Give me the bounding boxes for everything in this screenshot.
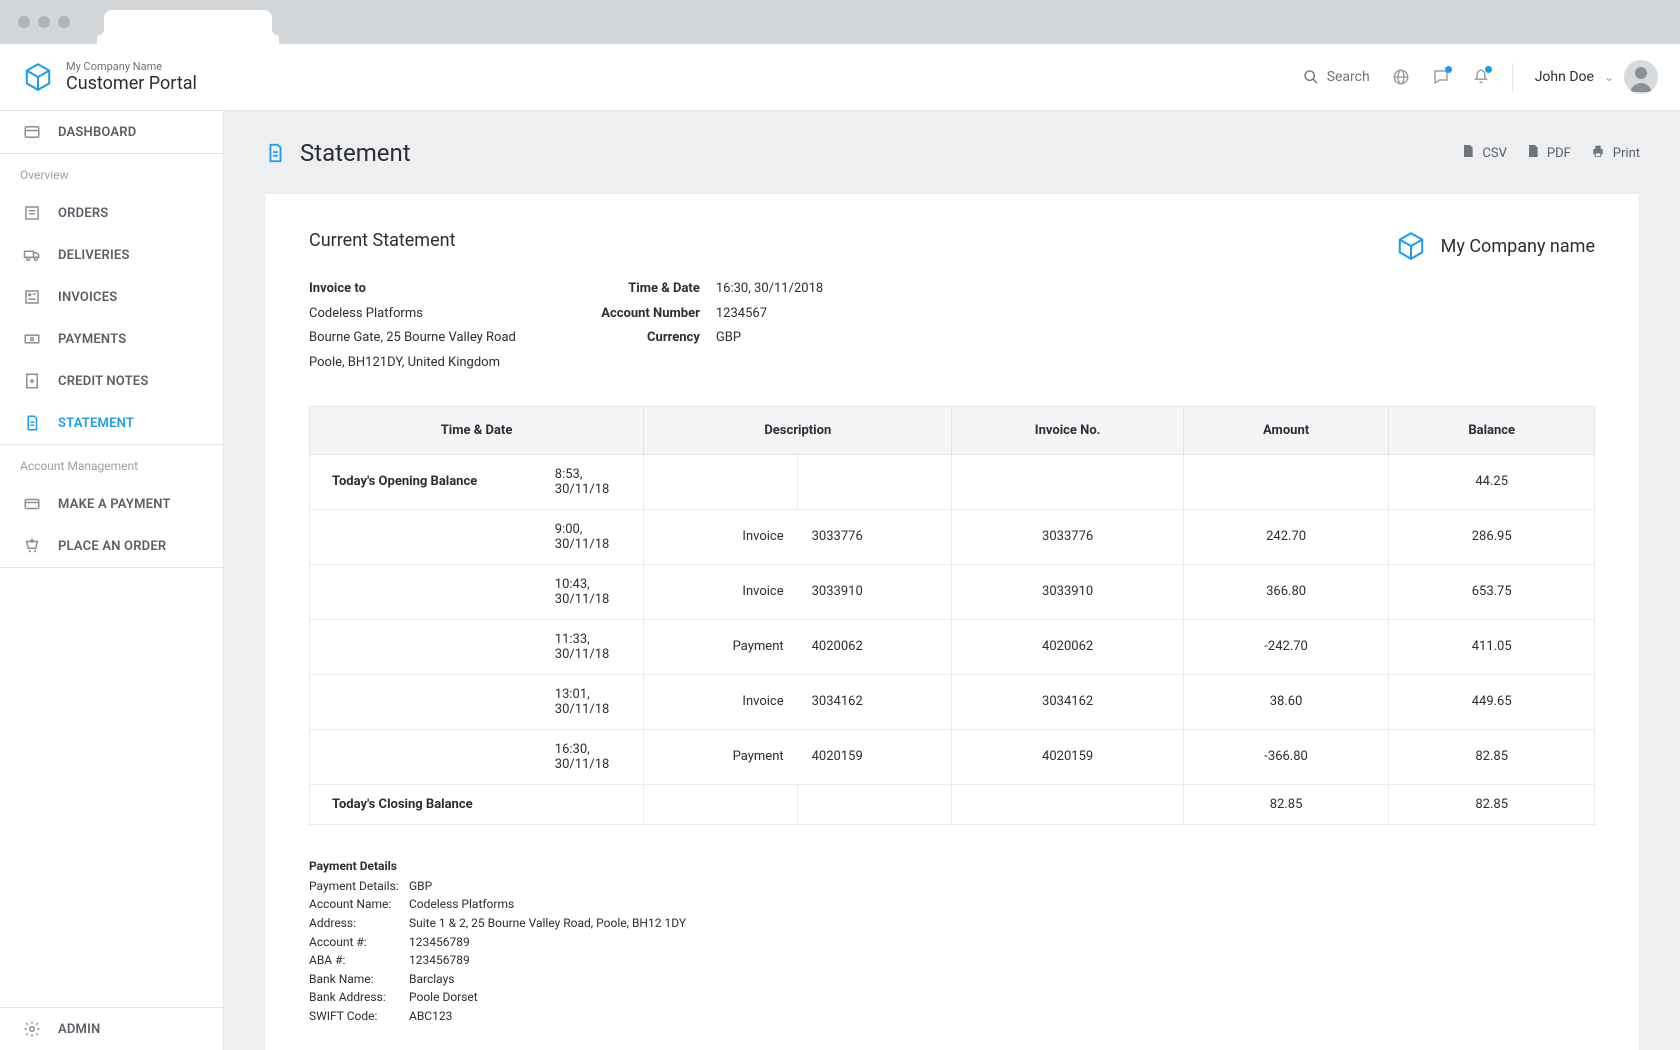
search-icon bbox=[1303, 69, 1319, 85]
export-pdf-button[interactable]: PDF bbox=[1525, 143, 1571, 163]
sidebar-group-account-mgmt: Account Management bbox=[0, 445, 223, 483]
search-label: Search bbox=[1327, 69, 1370, 85]
search-button[interactable]: Search bbox=[1303, 69, 1370, 85]
sidebar-label: ADMIN bbox=[58, 1022, 100, 1037]
statement-meta: Time & Date16:30, 30/11/2018 Account Num… bbox=[586, 277, 823, 376]
table-row: 9:00, 30/11/18Invoice30337763033776242.7… bbox=[310, 509, 1595, 564]
sidebar-item-make-payment[interactable]: MAKE A PAYMENT bbox=[0, 483, 223, 525]
credit-note-icon bbox=[22, 371, 42, 391]
sidebar-label: CREDIT NOTES bbox=[58, 374, 148, 389]
card-icon bbox=[22, 494, 42, 514]
chat-icon[interactable] bbox=[1432, 68, 1450, 86]
app-header: My Company Name Customer Portal Search J… bbox=[0, 44, 1680, 111]
export-csv-button[interactable]: CSV bbox=[1460, 143, 1506, 163]
payment-details: Payment Details Payment Details:GBPAccou… bbox=[309, 859, 1595, 1026]
user-name: John Doe bbox=[1535, 69, 1594, 85]
table-row: 10:43, 30/11/18Invoice30339103033910366.… bbox=[310, 564, 1595, 619]
statement-card: Current Statement Invoice to Codeless Pl… bbox=[264, 193, 1640, 1050]
company-sub: My Company Name bbox=[66, 60, 197, 73]
payment-detail-row: Bank Address:Poole Dorset bbox=[309, 988, 1595, 1007]
bell-icon[interactable] bbox=[1472, 68, 1490, 86]
sidebar-label: ORDERS bbox=[58, 206, 108, 221]
page-title-text: Statement bbox=[300, 139, 411, 167]
payment-detail-row: Account #:123456789 bbox=[309, 933, 1595, 952]
gear-icon bbox=[22, 1019, 42, 1039]
divider bbox=[1512, 63, 1513, 91]
sidebar-item-admin[interactable]: ADMIN bbox=[0, 1008, 223, 1050]
avatar bbox=[1624, 60, 1658, 94]
payments-icon bbox=[22, 329, 42, 349]
sidebar-label: MAKE A PAYMENT bbox=[58, 497, 171, 512]
orders-icon bbox=[22, 203, 42, 223]
sidebar-label: DELIVERIES bbox=[58, 248, 130, 263]
col-amount: Amount bbox=[1183, 406, 1389, 454]
sidebar-item-place-order[interactable]: PLACE AN ORDER bbox=[0, 525, 223, 567]
statement-table: Time & Date Description Invoice No. Amou… bbox=[309, 406, 1595, 825]
truck-icon bbox=[22, 245, 42, 265]
user-menu[interactable]: John Doe ⌄ bbox=[1535, 60, 1658, 94]
sidebar-item-credit-notes[interactable]: CREDIT NOTES bbox=[0, 360, 223, 402]
brand[interactable]: My Company Name Customer Portal bbox=[22, 60, 197, 94]
payment-detail-row: Address:Suite 1 & 2, 25 Bourne Valley Ro… bbox=[309, 914, 1595, 933]
print-icon bbox=[1589, 143, 1607, 163]
cart-icon bbox=[22, 536, 42, 556]
sidebar-item-invoices[interactable]: INVOICES bbox=[0, 276, 223, 318]
portal-title: Customer Portal bbox=[66, 73, 197, 94]
sidebar-label: INVOICES bbox=[58, 290, 117, 305]
col-balance: Balance bbox=[1389, 406, 1595, 454]
payment-detail-row: ABA #:123456789 bbox=[309, 951, 1595, 970]
csv-icon bbox=[1460, 143, 1476, 163]
col-invoice: Invoice No. bbox=[952, 406, 1183, 454]
window-dot[interactable] bbox=[58, 16, 70, 28]
dashboard-icon bbox=[22, 122, 42, 142]
sidebar: DASHBOARD Overview ORDERS DELIVERIES INV… bbox=[0, 111, 224, 1050]
table-row: 11:33, 30/11/18Payment40200624020062-242… bbox=[310, 619, 1595, 674]
logo-icon bbox=[22, 61, 54, 93]
sidebar-item-deliveries[interactable]: DELIVERIES bbox=[0, 234, 223, 276]
sidebar-label: PLACE AN ORDER bbox=[58, 539, 166, 554]
payment-detail-row: Payment Details:GBP bbox=[309, 877, 1595, 896]
sidebar-item-payments[interactable]: PAYMENTS bbox=[0, 318, 223, 360]
col-time: Time & Date bbox=[310, 406, 644, 454]
col-desc: Description bbox=[644, 406, 952, 454]
pdf-icon bbox=[1525, 143, 1541, 163]
company-brand: My Company name bbox=[1395, 230, 1595, 262]
chevron-down-icon: ⌄ bbox=[1604, 70, 1614, 84]
table-row-opening: Today's Opening Balance8:53, 30/11/1844.… bbox=[310, 454, 1595, 509]
table-row-closing: Today's Closing Balance82.8582.85 bbox=[310, 784, 1595, 824]
table-row: 16:30, 30/11/18Payment40201594020159-366… bbox=[310, 729, 1595, 784]
sidebar-label: STATEMENT bbox=[58, 416, 134, 431]
main-content: Statement CSV PDF Print Current Statemen… bbox=[224, 111, 1680, 1050]
statement-page-icon bbox=[264, 142, 286, 164]
print-button[interactable]: Print bbox=[1589, 143, 1640, 163]
sidebar-label: DASHBOARD bbox=[58, 125, 136, 140]
card-heading: Current Statement bbox=[309, 230, 823, 251]
browser-chrome bbox=[0, 0, 1680, 44]
sidebar-item-dashboard[interactable]: DASHBOARD bbox=[0, 111, 223, 153]
table-head: Time & Date Description Invoice No. Amou… bbox=[310, 406, 1595, 454]
window-dot[interactable] bbox=[18, 16, 30, 28]
browser-tab[interactable] bbox=[104, 10, 272, 44]
payment-detail-row: SWIFT Code:ABC123 bbox=[309, 1007, 1595, 1026]
statement-icon bbox=[22, 413, 42, 433]
window-controls bbox=[18, 16, 70, 28]
table-row: 13:01, 30/11/18Invoice3034162303416238.6… bbox=[310, 674, 1595, 729]
globe-icon[interactable] bbox=[1392, 68, 1410, 86]
page-title: Statement bbox=[264, 139, 411, 167]
payment-detail-row: Account Name:Codeless Platforms bbox=[309, 895, 1595, 914]
sidebar-group-overview: Overview bbox=[0, 154, 223, 192]
invoice-to: Invoice to Codeless Platforms Bourne Gat… bbox=[309, 277, 516, 376]
invoice-icon bbox=[22, 287, 42, 307]
payment-detail-row: Bank Name:Barclays bbox=[309, 970, 1595, 989]
logo-icon bbox=[1395, 230, 1427, 262]
sidebar-label: PAYMENTS bbox=[58, 332, 126, 347]
sidebar-item-statement[interactable]: STATEMENT bbox=[0, 402, 223, 444]
sidebar-item-orders[interactable]: ORDERS bbox=[0, 192, 223, 234]
window-dot[interactable] bbox=[38, 16, 50, 28]
